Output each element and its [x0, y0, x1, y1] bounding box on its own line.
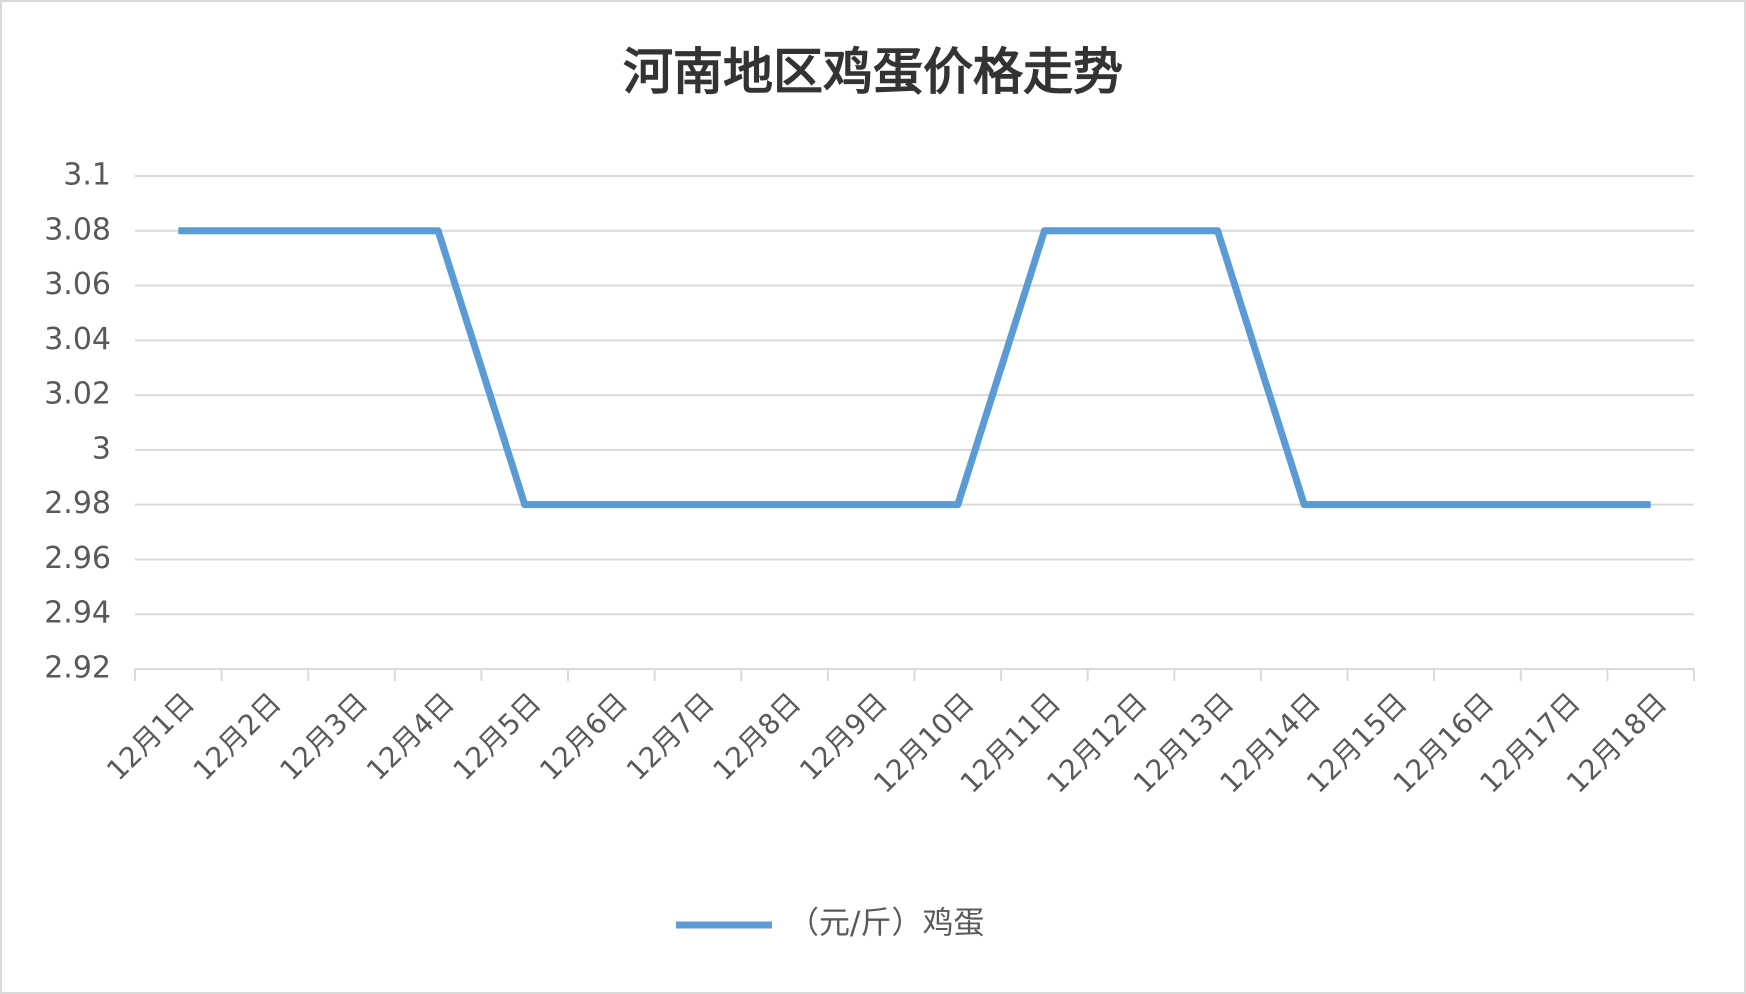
y-tick-label: 2.94: [44, 596, 111, 631]
y-tick-label: 3.06: [44, 267, 111, 302]
y-tick-label: 2.92: [44, 651, 111, 686]
y-tick-label: 3.04: [44, 322, 111, 357]
series-line: [178, 227, 1651, 509]
y-tick-label: 2.98: [44, 486, 111, 521]
legend-label: （元/斤）鸡蛋: [788, 906, 984, 942]
y-tick-label: 3.1: [63, 158, 111, 193]
y-tick-label: 3: [92, 431, 111, 466]
y-tick-label: 3.02: [44, 377, 111, 412]
y-tick-label: 3.08: [44, 212, 111, 247]
y-tick-label: 2.96: [44, 541, 111, 576]
chart-title: 河南地区鸡蛋价格走势: [623, 42, 1123, 101]
